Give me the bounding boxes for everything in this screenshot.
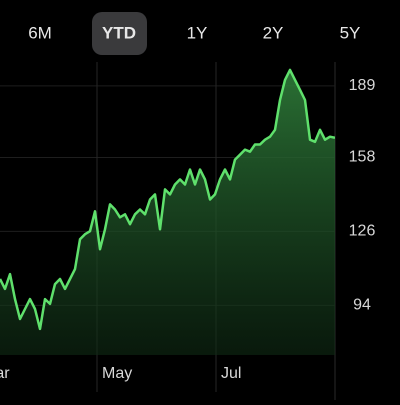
range-tab[interactable]: 2Y [263,23,284,42]
range-tab[interactable]: YTD [102,23,136,42]
x-tick-label: Jul [221,365,241,382]
range-tab[interactable]: 5Y [340,23,361,42]
axis-labels: 94 126 158 189 Mar May Jul [0,77,375,382]
y-tick-label: 126 [349,223,376,240]
range-tabs: 6M YTD 1Y 2Y 5Y [28,12,360,55]
range-tab[interactable]: 1Y [187,23,208,42]
range-tab[interactable]: 6M [28,23,52,42]
x-tick-label: Mar [0,365,10,382]
price-line [0,68,335,331]
plot [0,68,335,356]
area [0,69,335,356]
y-tick-label: 94 [353,297,371,314]
selected-tab-bg [92,12,147,55]
y-tick-label: 189 [349,77,376,94]
x-tick-label: May [102,365,132,382]
y-tick-label: 158 [349,149,376,166]
